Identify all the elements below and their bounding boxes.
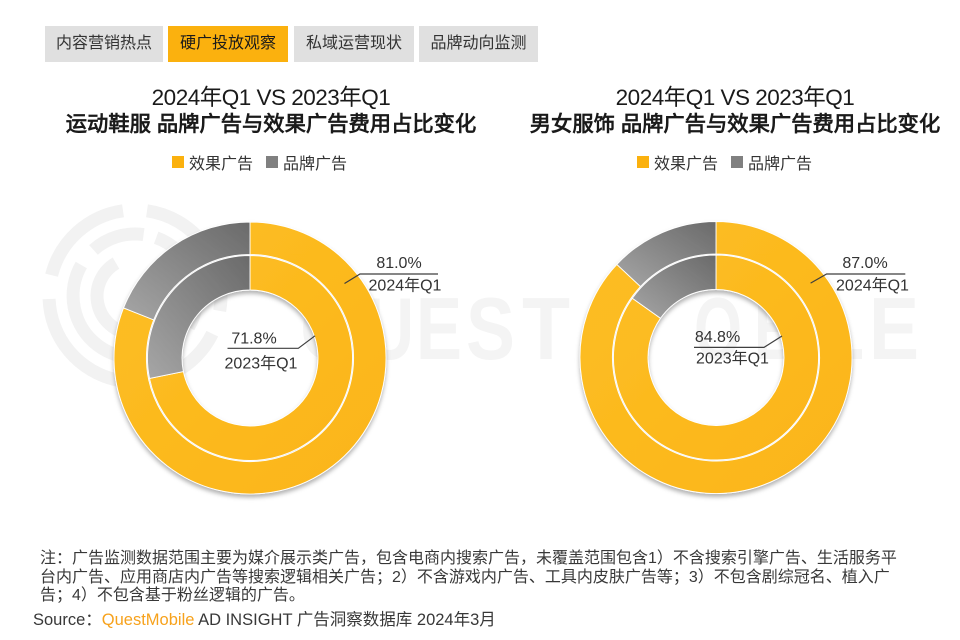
svg-text:T: T bbox=[522, 279, 570, 378]
svg-text:2023年Q1: 2023年Q1 bbox=[225, 355, 298, 373]
svg-text:2024年Q1: 2024年Q1 bbox=[836, 277, 909, 295]
svg-text:E: E bbox=[416, 279, 462, 378]
svg-text:2023年Q1: 2023年Q1 bbox=[696, 350, 769, 368]
svg-text:S: S bbox=[466, 279, 515, 378]
svg-text:71.8%: 71.8% bbox=[231, 331, 276, 348]
svg-text:2024年Q1: 2024年Q1 bbox=[369, 277, 442, 295]
svg-text:O: O bbox=[694, 279, 742, 378]
svg-text:81.0%: 81.0% bbox=[376, 255, 421, 272]
svg-text:E: E bbox=[869, 279, 919, 378]
svg-text:84.8%: 84.8% bbox=[695, 329, 740, 346]
svg-text:87.0%: 87.0% bbox=[842, 255, 887, 272]
